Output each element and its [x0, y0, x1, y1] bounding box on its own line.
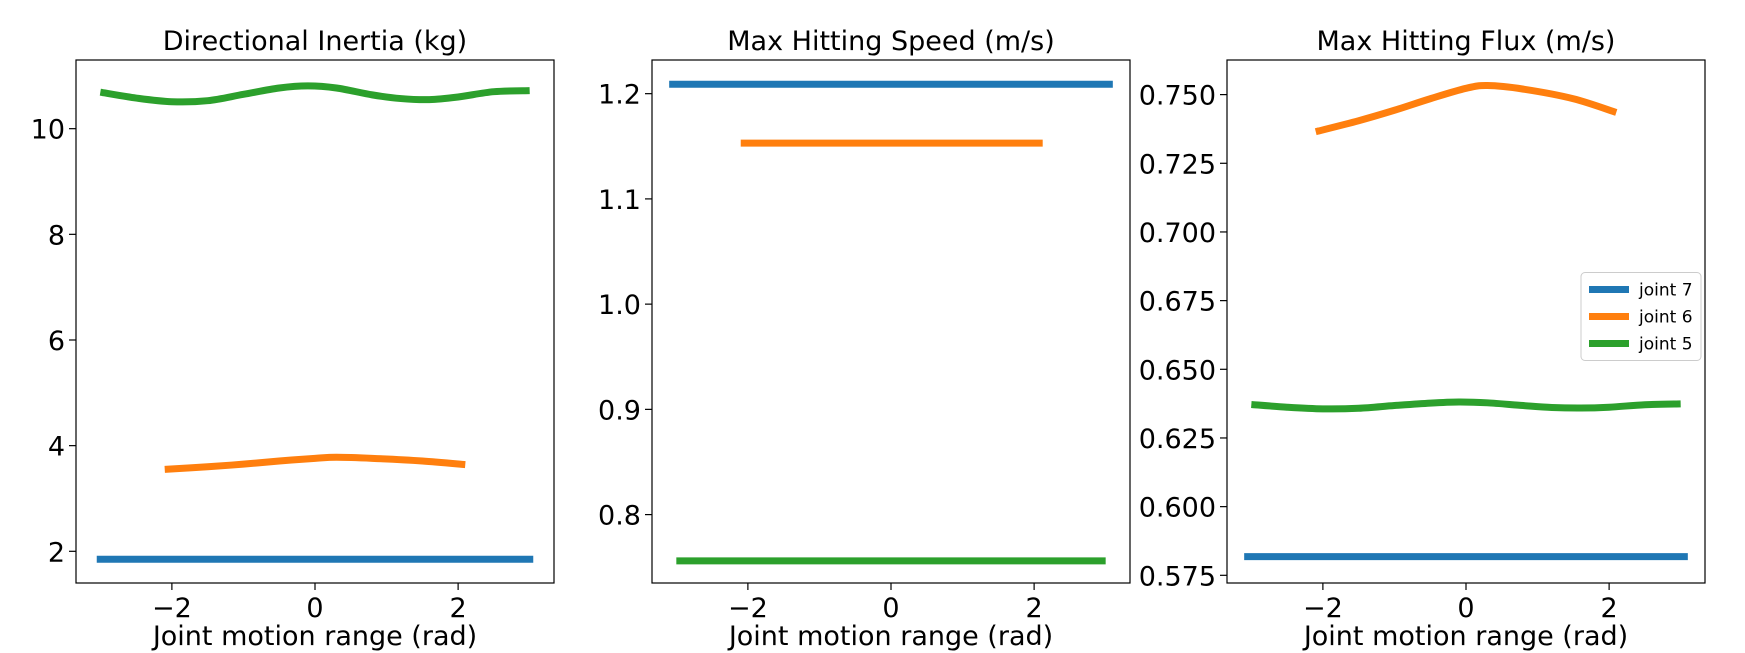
series-line-joint-5 [1251, 398, 1681, 413]
series-line-joint-6 [164, 453, 466, 473]
x-tick-label: 2 [1601, 593, 1618, 624]
legend-label-joint-6: joint 6 [1638, 308, 1693, 328]
y-tick-label: 6 [48, 326, 65, 357]
series-line-joint-5 [99, 82, 530, 106]
chart-title: Directional Inertia (kg) [163, 26, 467, 57]
y-tick-label: 0.575 [1139, 561, 1216, 592]
plot-frame [1226, 59, 1706, 584]
series-group [1244, 82, 1688, 561]
series-group [669, 80, 1113, 565]
plot-frame [75, 59, 555, 584]
x-axis-label: Joint motion range (rad) [151, 621, 477, 652]
series-group [96, 82, 534, 563]
y-tick-label: 4 [48, 432, 65, 463]
x-tick-label: 0 [882, 593, 899, 624]
y-tick-label: 2 [48, 537, 65, 568]
tick-group: −2 0 2 0.575 0.600 0.625 0.650 0.675 0.700 0.725 0… [1139, 81, 1618, 624]
y-tick-label: 10 [31, 115, 65, 146]
y-tick-label: 8 [48, 220, 65, 251]
plot-frame [651, 59, 1131, 584]
series-line-joint-6 [1314, 82, 1618, 136]
y-tick-label: 0.650 [1139, 355, 1216, 386]
legend: joint 7 joint 6 joint 5 [1580, 272, 1702, 361]
x-tick-label: 2 [450, 593, 467, 624]
subplot-max-hitting-flux: Max Hitting Flux (m/s) Joint motion rang… [1139, 26, 1706, 652]
y-tick-label: 0.8 [598, 501, 641, 532]
y-tick-label: 0.750 [1139, 81, 1216, 112]
tick-group: −2 0 2 0.8 0.9 1.0 1.1 1.2 [598, 80, 1043, 624]
legend-label-joint-5: joint 5 [1638, 335, 1693, 355]
chart-title: Max Hitting Flux (m/s) [1317, 26, 1616, 57]
x-tick-label: −2 [1303, 593, 1343, 624]
legend-box [1580, 272, 1702, 361]
y-tick-label: 1.0 [598, 290, 641, 321]
subplot-directional-inertia: Directional Inertia (kg) Joint motion ra… [31, 26, 555, 652]
x-tick-label: −2 [728, 593, 768, 624]
x-tick-label: −2 [152, 593, 192, 624]
y-tick-label: 1.2 [598, 80, 641, 111]
x-tick-label: 2 [1026, 593, 1043, 624]
x-axis-label: Joint motion range (rad) [1302, 621, 1628, 652]
y-tick-label: 0.625 [1139, 424, 1216, 455]
y-tick-label: 0.700 [1139, 218, 1216, 249]
x-tick-label: 0 [306, 593, 323, 624]
y-tick-label: 0.725 [1139, 149, 1216, 180]
y-tick-label: 1.1 [598, 185, 641, 216]
x-axis-label: Joint motion range (rad) [727, 621, 1053, 652]
y-tick-label: 0.675 [1139, 287, 1216, 318]
x-tick-label: 0 [1457, 593, 1474, 624]
chart-title: Max Hitting Speed (m/s) [727, 26, 1054, 57]
y-tick-label: 0.9 [598, 395, 641, 426]
subplot-max-hitting-speed: Max Hitting Speed (m/s) Joint motion ran… [598, 26, 1131, 652]
tick-group: −2 0 2 2 4 6 8 10 [31, 115, 467, 624]
y-tick-label: 0.600 [1139, 493, 1216, 524]
legend-label-joint-7: joint 7 [1638, 281, 1693, 301]
